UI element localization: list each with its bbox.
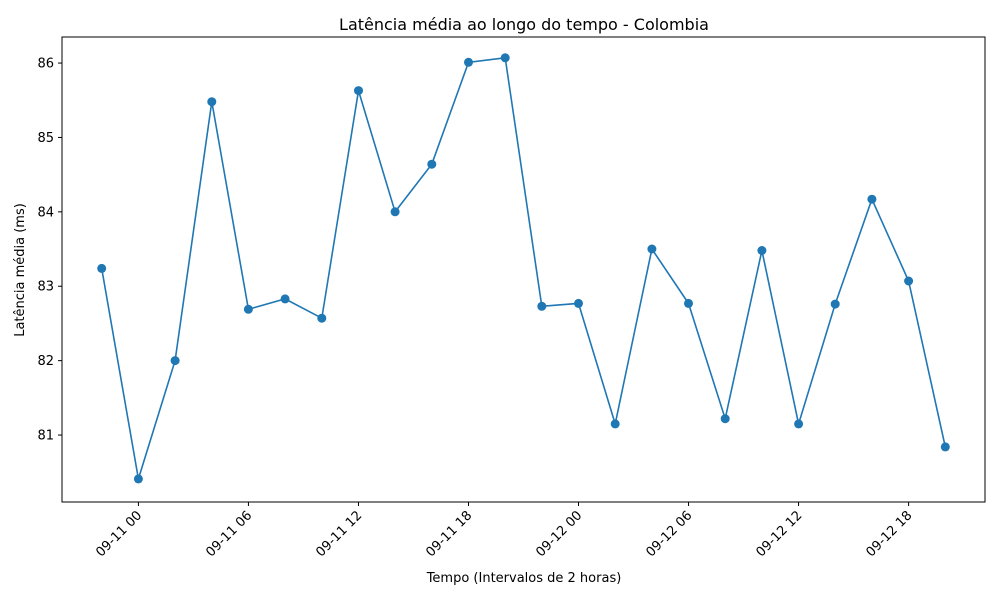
data-point [720, 414, 730, 424]
x-tick-label: 09-12 12 [753, 508, 805, 560]
x-tick-label: 09-12 06 [643, 508, 695, 560]
x-tick-label: 09-11 12 [313, 508, 365, 560]
data-point [610, 419, 620, 429]
data-point [133, 474, 143, 484]
data-point [354, 86, 363, 96]
x-axis-label: Tempo (Intervalos de 2 horas) [426, 571, 622, 586]
data-point [830, 299, 840, 309]
data-point [427, 159, 437, 169]
x-axis: 09-11 00 09-11 06 09-11 12 09-11 18 09-12 00… [93, 502, 915, 560]
data-point [280, 294, 290, 304]
x-tick-label: 09-11 00 [93, 508, 145, 560]
y-tick-label: 83 [37, 280, 54, 295]
data-point [867, 194, 877, 204]
data-point [317, 313, 327, 323]
data-point [500, 53, 510, 63]
series-layer [97, 53, 950, 484]
x-tick-label: 09-11 18 [423, 508, 475, 560]
data-point [170, 356, 180, 366]
data-point [390, 207, 400, 217]
data-point [464, 57, 473, 67]
plot-area-frame [61, 36, 986, 503]
x-tick-label: 09-12 00 [533, 508, 585, 560]
data-point [243, 304, 253, 314]
data-point [97, 263, 107, 273]
series-line [100, 56, 947, 480]
data-point [537, 301, 547, 311]
y-axis-label: Latência média (ms) [13, 203, 28, 337]
y-tick-label: 85 [37, 131, 54, 146]
data-point [574, 298, 583, 308]
data-point [684, 298, 693, 308]
x-tick-label: 09-12 18 [863, 508, 915, 560]
y-tick-label: 81 [37, 429, 54, 444]
data-point [207, 97, 217, 107]
data-point [940, 442, 950, 452]
data-point [757, 246, 767, 255]
data-point [647, 244, 657, 254]
y-tick-label: 84 [37, 205, 54, 220]
chart-title: Latência média ao longo do tempo - Colom… [339, 15, 709, 34]
data-point [794, 419, 804, 429]
data-point [904, 276, 914, 286]
y-tick-label: 86 [37, 57, 54, 72]
y-tick-label: 82 [37, 354, 54, 369]
y-axis: 81 82 83 84 85 86 [37, 57, 62, 444]
x-tick-label: 09-11 06 [203, 508, 255, 560]
